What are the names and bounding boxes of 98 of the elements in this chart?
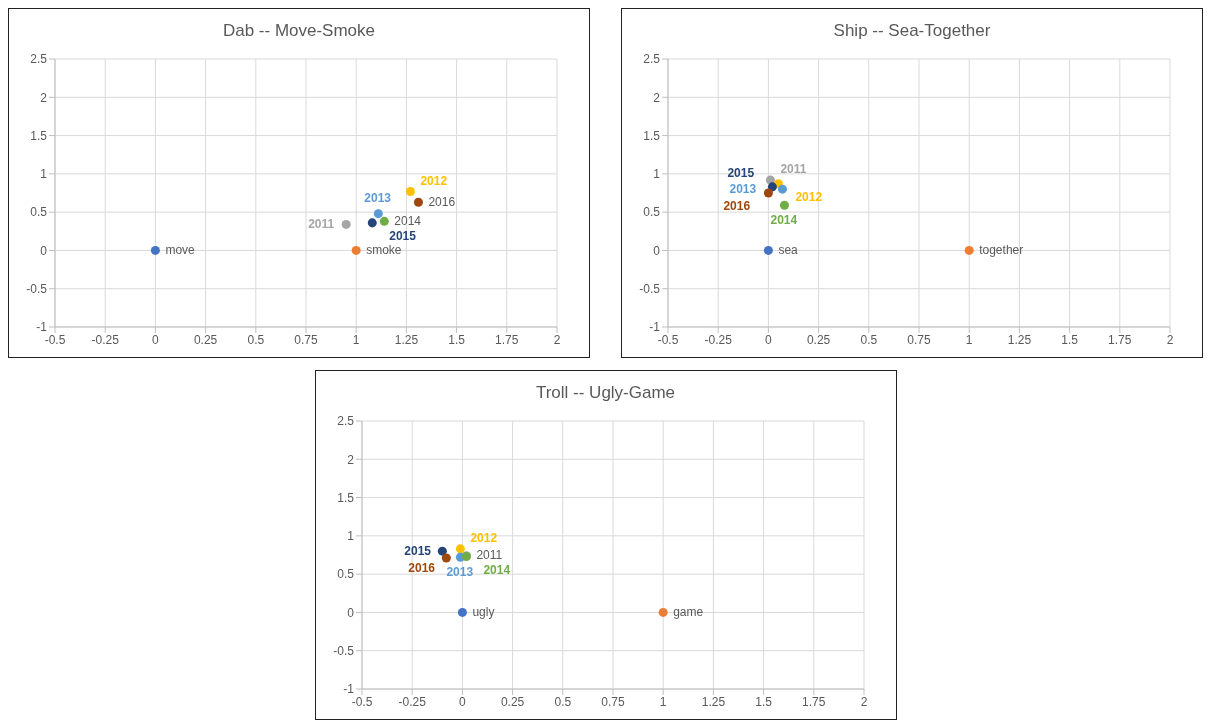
point [777,184,787,194]
x-tick-label: 0.25 [806,332,831,347]
x-tick-label: 2 [860,694,868,709]
y-tick-label: 0 [40,243,48,258]
series-label: 2015 [727,165,755,180]
x-tick-label: 1.75 [495,332,519,347]
y-tick-label: 1 [346,529,354,544]
x-tick-label: 0.75 [294,332,318,347]
x-tick-label: 0.5 [860,332,878,347]
x-tick-label: -0.25 [704,332,733,347]
x-tick-label: 0.5 [247,332,265,347]
x-tick-label: 1 [965,332,973,347]
point [351,245,361,255]
y-tick-label: 1.5 [336,490,354,505]
y-tick-label: -1 [342,682,354,697]
chart-title: Troll -- Ugly-Game [534,382,677,404]
point [405,186,415,196]
series-label: 2014 [482,562,510,577]
series-label: 2013 [445,565,473,580]
y-tick-label: 2.5 [643,52,661,67]
series-label: game [672,604,704,619]
series-label: 2011 [780,162,807,177]
point [367,218,377,228]
point [457,607,467,617]
point [379,216,389,226]
point [763,188,773,198]
series-label: ugly [471,604,494,619]
point [150,245,160,255]
point [763,245,773,255]
x-tick-label: 1.25 [394,332,419,347]
point [964,245,974,255]
point [455,544,465,554]
y-tick-label: 1.5 [643,128,661,143]
x-tick-label: 0.25 [193,332,218,347]
y-tick-label: -0.5 [332,643,354,658]
series-label: smoke [366,242,402,257]
y-tick-label: -0.5 [639,281,661,296]
series-label: 2016 [407,560,435,575]
series-label: 2013 [729,181,757,196]
y-tick-label: 0 [346,605,354,620]
y-tick-label: 2 [40,90,48,105]
y-tick-label: 2.5 [336,414,354,429]
x-tick-label: 1.25 [701,694,725,709]
series-label: 2012 [469,531,497,546]
x-tick-label: -0.25 [91,332,120,347]
x-tick-label: 0.25 [500,694,525,709]
series-label: 2012 [795,189,823,204]
point [373,209,383,219]
x-tick-label: 0 [458,694,466,709]
chart-title: Dab -- Move-Smoke [221,20,377,42]
x-tick-label: 0.5 [553,694,571,709]
series-label: 2014 [770,213,798,228]
x-tick-label: 0 [152,332,160,347]
y-tick-label: 1 [653,167,661,182]
x-tick-label: 1.5 [448,332,466,347]
x-tick-label: 1.25 [1007,332,1032,347]
series-label: 2011 [475,548,503,563]
x-tick-label: 1.75 [801,694,826,709]
y-tick-label: 0.5 [30,205,48,220]
series-label: 2013 [364,190,392,205]
y-tick-label: 0.5 [643,205,661,220]
point [441,553,451,563]
y-tick-label: 1 [40,167,48,182]
point [658,607,668,617]
y-tick-label: 1.5 [30,128,48,143]
series-label: sea [778,242,799,257]
series-label: 2011 [308,216,335,231]
x-tick-label: 0 [765,332,773,347]
y-tick-label: 0 [653,243,661,258]
series-label: 2015 [403,543,431,558]
x-tick-label: 1.5 [1061,332,1079,347]
series-label: together [979,242,1024,257]
y-tick-label: 2 [346,452,354,467]
point [767,182,777,192]
x-tick-label: -0.25 [398,694,426,709]
y-tick-label: -0.5 [26,281,48,296]
chart-title: Ship -- Sea-Together [832,20,992,42]
y-tick-label: 2.5 [30,52,48,67]
y-tick-label: 0.5 [336,567,354,582]
point [341,219,351,229]
series-label: 2016 [723,199,751,213]
point [413,197,423,207]
x-tick-label: 2 [553,332,561,347]
x-tick-label: 0.75 [600,694,625,709]
x-tick-label: 0.75 [907,332,931,347]
x-tick-label: 1.5 [754,694,772,709]
y-tick-label: -1 [649,320,661,335]
series-label: move [165,242,196,257]
y-tick-label: 2 [653,90,661,105]
series-label: 2014 [394,213,422,228]
series-label: 2016 [428,194,456,209]
point [437,546,447,556]
point [779,200,789,210]
series-label: 2012 [420,173,448,188]
series-label: 2015 [389,228,417,243]
y-tick-label: -1 [36,320,48,335]
x-tick-label: 1.75 [1108,332,1132,347]
x-tick-label: 2 [1166,332,1174,347]
